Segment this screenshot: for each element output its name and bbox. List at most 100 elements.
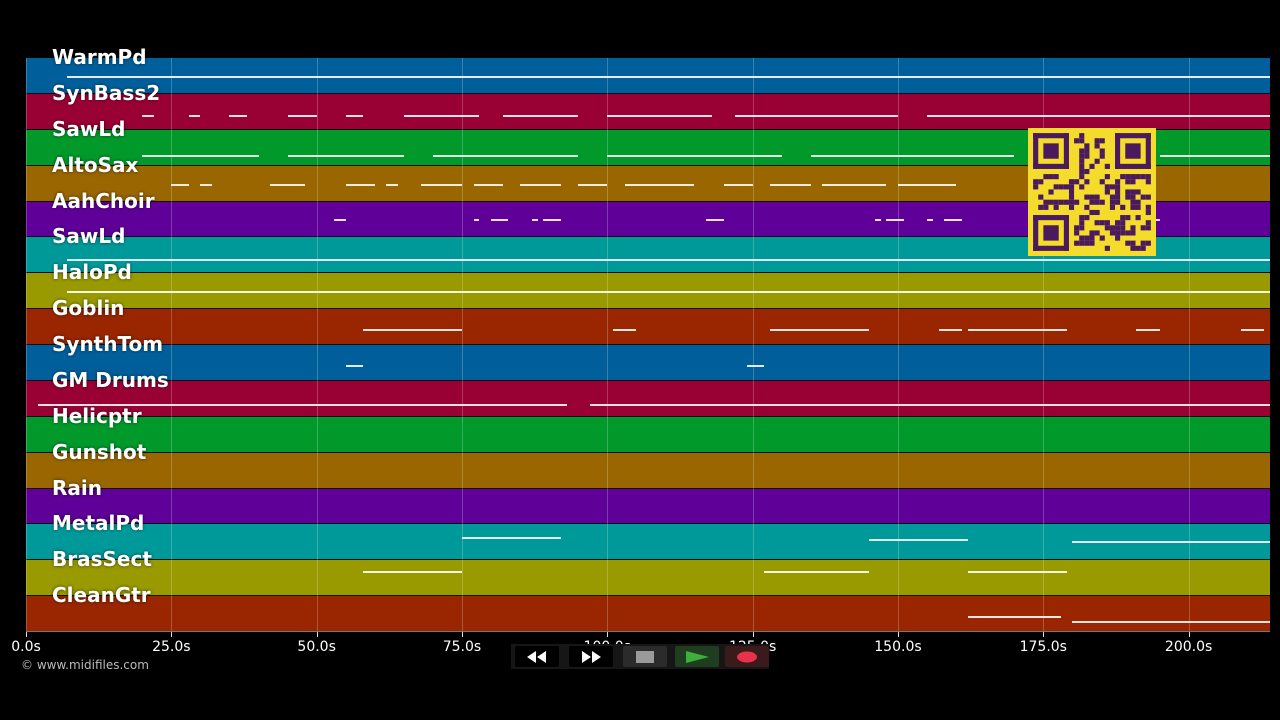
grid-line (316, 58, 318, 632)
track-label: AahChoir (52, 188, 155, 213)
grid-line (26, 58, 27, 632)
tick-label: 175.0s (1019, 639, 1067, 655)
grid-line (607, 58, 609, 632)
note (363, 571, 462, 573)
note (967, 328, 1067, 331)
rewind-button[interactable] (515, 646, 559, 667)
note (967, 571, 1067, 573)
note (886, 219, 904, 222)
note (868, 538, 968, 541)
track-label: Gunshot (52, 439, 147, 464)
track-lane[interactable] (26, 560, 1270, 597)
track-lane[interactable] (26, 452, 1270, 489)
grid-line (1043, 58, 1045, 632)
grid-line (461, 58, 463, 632)
note (589, 404, 1270, 407)
note (1072, 540, 1270, 543)
note (171, 183, 189, 186)
note (334, 219, 346, 222)
track-lane[interactable] (26, 524, 1270, 561)
tick-mark (26, 632, 27, 637)
fast-forward-icon (582, 650, 601, 663)
tick-mark (607, 632, 609, 637)
note (543, 219, 561, 222)
rewind-icon (527, 650, 546, 663)
note (270, 183, 306, 186)
tick-mark (316, 632, 318, 637)
tick-mark (461, 632, 463, 637)
track-label: BrasSect (52, 547, 152, 572)
track-lane[interactable] (26, 93, 1270, 130)
track-label: SynthTom (52, 332, 164, 356)
tick-label: 25.0s (152, 639, 191, 655)
note (1072, 621, 1270, 624)
track-lane[interactable] (26, 596, 1270, 632)
note (386, 183, 399, 186)
note (770, 328, 869, 331)
note (502, 115, 579, 118)
stop-button[interactable] (623, 646, 667, 667)
track-lane[interactable] (26, 309, 1270, 345)
note (1240, 328, 1265, 331)
tick-mark (171, 632, 173, 637)
tick-label: 0.0s (11, 639, 41, 655)
note (66, 291, 1270, 294)
note (287, 115, 317, 118)
note (874, 219, 881, 222)
note (345, 183, 375, 186)
tick-mark (897, 632, 899, 637)
note (432, 154, 579, 157)
track-label: HaloPd (52, 260, 132, 285)
grid-line (171, 58, 173, 632)
note (37, 404, 567, 407)
tick-mark (1043, 632, 1045, 637)
note (345, 115, 364, 118)
note (200, 183, 213, 186)
note (287, 154, 404, 157)
tick-mark (752, 632, 754, 637)
tick-label: 75.0s (442, 639, 482, 655)
fast-forward-button[interactable] (569, 646, 613, 667)
record-button[interactable] (725, 646, 769, 667)
note (142, 115, 154, 118)
note (897, 183, 957, 186)
transport-controls (511, 644, 769, 669)
note (345, 364, 364, 367)
note (735, 115, 898, 118)
track-label: SynBass2 (52, 80, 161, 105)
note (927, 219, 933, 222)
track-label: Goblin (52, 296, 125, 321)
note (613, 328, 637, 331)
note (66, 258, 1270, 261)
note (927, 115, 1270, 118)
note (520, 183, 561, 186)
note (473, 219, 480, 222)
note (764, 571, 869, 573)
note (706, 219, 724, 222)
track-lane[interactable] (26, 345, 1270, 381)
note (491, 219, 509, 222)
track-label: SawLd (52, 224, 126, 249)
track-lane[interactable] (26, 380, 1270, 417)
note (938, 328, 962, 331)
track-label: GM Drums (52, 367, 169, 392)
note (66, 75, 1270, 78)
track-label: SawLd (52, 116, 126, 141)
tick-label: 200.0s (1164, 639, 1213, 655)
note (229, 115, 247, 118)
track-lane[interactable] (26, 416, 1270, 453)
tick-label: 50.0s (297, 639, 336, 655)
note (746, 364, 765, 367)
note (403, 115, 480, 118)
note (1136, 328, 1160, 331)
note (142, 154, 259, 157)
tick-mark (1188, 632, 1190, 637)
play-button[interactable] (675, 646, 719, 667)
note (363, 328, 462, 331)
track-lane[interactable] (26, 488, 1270, 525)
note (531, 219, 538, 222)
note (1159, 154, 1270, 157)
note (624, 183, 695, 186)
note (421, 183, 462, 186)
note (944, 219, 962, 222)
